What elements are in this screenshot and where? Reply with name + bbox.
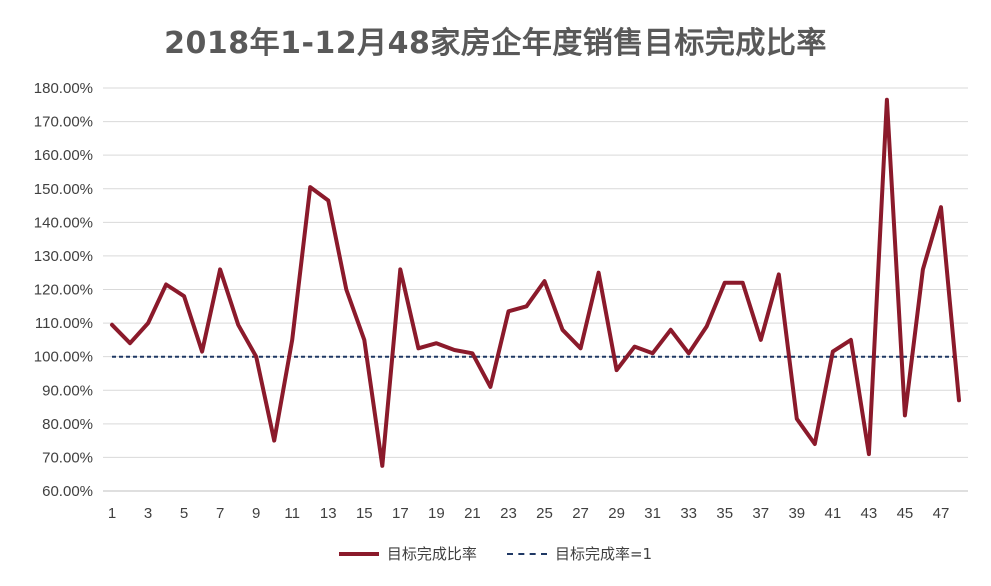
y-tick-label: 80.00%: [42, 416, 93, 433]
x-tick-label: 45: [897, 505, 914, 522]
x-tick-label: 19: [428, 505, 445, 522]
series-line-completion-ratio: [110, 97, 961, 468]
legend-swatch-solid: [338, 551, 379, 556]
y-axis-tick-labels: 60.00% 70.00% 80.00% 90.00% 100.00% 110.00% 12…: [34, 80, 93, 500]
y-tick-label: 60.00%: [42, 483, 93, 500]
series-lines: [110, 97, 961, 468]
x-axis-tick-labels: 1 3 5 7 9 11 13 15 17 19 21 23 25 27 29 31 33 35 37 39 41 43 4…: [108, 505, 949, 522]
legend: 目标完成比率 目标完成率=1: [0, 543, 991, 564]
y-tick-label: 110.00%: [35, 315, 93, 332]
legend-item-series-2: 目标完成率=1: [506, 543, 653, 564]
x-tick-label: 33: [680, 505, 697, 522]
x-tick-label: 31: [644, 505, 661, 522]
gridlines: [103, 87, 968, 458]
x-tick-label: 23: [500, 505, 517, 522]
y-tick-label: 150.00%: [34, 181, 93, 198]
y-tick-label: 90.00%: [42, 382, 93, 399]
legend-label: 目标完成比率: [386, 545, 477, 563]
chart-title: 2018年1-12月48家房企年度销售目标完成比率: [164, 26, 827, 61]
x-tick-label: 41: [825, 505, 842, 522]
x-tick-label: 43: [861, 505, 878, 522]
x-tick-label: 1: [108, 505, 116, 522]
y-tick-label: 140.00%: [34, 214, 93, 231]
x-tick-label: 9: [252, 505, 260, 522]
x-tick-label: 35: [716, 505, 733, 522]
x-tick-label: 13: [320, 505, 337, 522]
y-tick-label: 70.00%: [42, 449, 93, 466]
y-tick-label: 180.00%: [34, 80, 93, 97]
x-tick-label: 39: [788, 505, 805, 522]
x-tick-label: 7: [216, 505, 224, 522]
legend-label: 目标完成率=1: [554, 545, 653, 563]
x-tick-label: 27: [572, 505, 589, 522]
y-tick-label: 160.00%: [34, 147, 93, 164]
x-tick-label: 37: [752, 505, 769, 522]
x-tick-label: 47: [933, 505, 950, 522]
y-tick-label: 170.00%: [34, 114, 93, 131]
y-tick-label: 130.00%: [34, 248, 93, 265]
y-tick-label: 100.00%: [34, 349, 93, 366]
y-tick-label: 120.00%: [34, 282, 93, 299]
legend-item-series-1: 目标完成比率: [338, 543, 477, 564]
x-tick-label: 15: [356, 505, 373, 522]
x-tick-label: 11: [284, 505, 300, 522]
x-tick-label: 3: [144, 505, 152, 522]
legend-swatch-dashed: [506, 552, 547, 555]
x-tick-label: 5: [180, 505, 188, 522]
x-tick-label: 17: [392, 505, 409, 522]
x-tick-label: 29: [608, 505, 625, 522]
x-tick-label: 21: [464, 505, 481, 522]
x-tick-label: 25: [536, 505, 553, 522]
